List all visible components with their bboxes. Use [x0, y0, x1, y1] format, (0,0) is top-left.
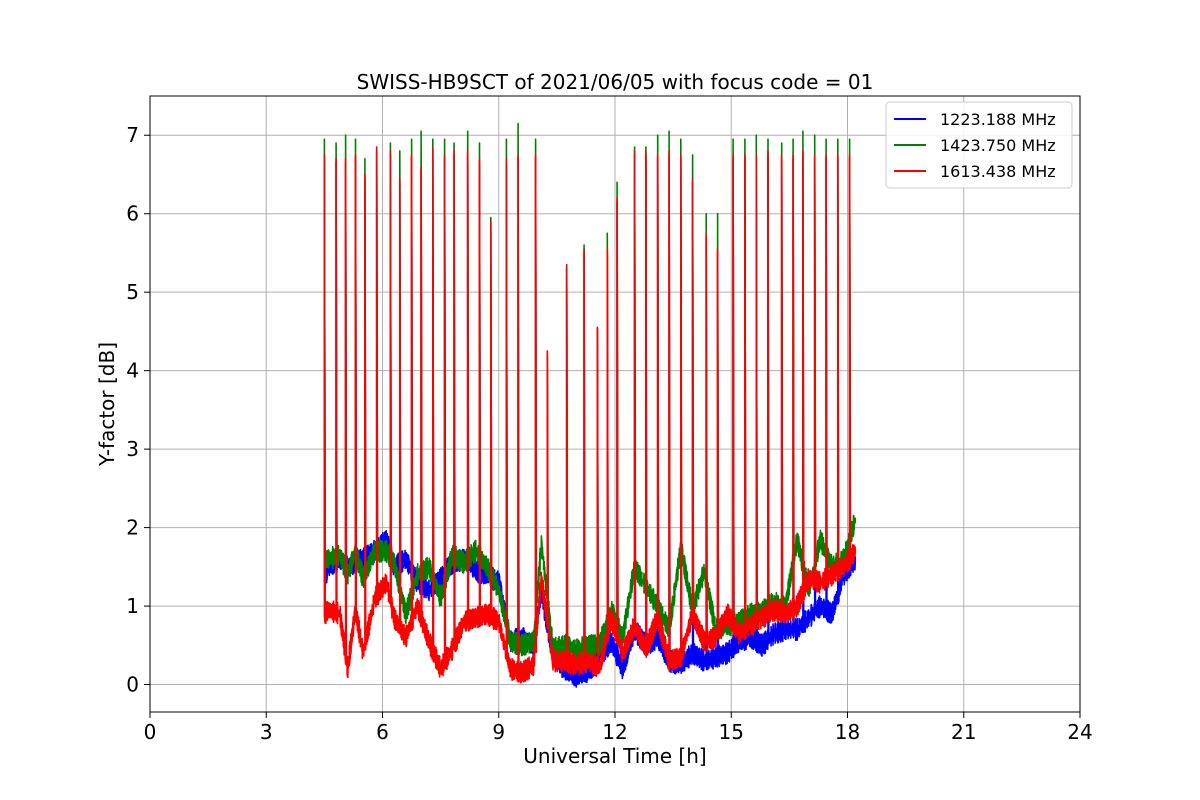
y-tick-label-6: 6	[126, 202, 139, 226]
x-tick-label-5: 15	[719, 720, 744, 744]
y-tick-label-5: 5	[126, 280, 139, 304]
y-tick-label-3: 3	[126, 437, 139, 461]
legend: 1223.188 MHz 1423.750 MHz 1613.438 MHz	[885, 101, 1073, 189]
series-line-1	[323, 122, 857, 661]
x-tick-label-1: 3	[260, 720, 273, 744]
y-axis-label: Y-factor [dB]	[95, 342, 119, 467]
x-tick-label-7: 21	[951, 720, 976, 744]
x-axis-label: Universal Time [h]	[523, 744, 706, 768]
x-tick-label-3: 9	[492, 720, 505, 744]
y-tick-label-0: 0	[126, 673, 139, 697]
y-tick-label-4: 4	[126, 359, 139, 383]
x-tick-label-2: 6	[376, 720, 389, 744]
x-tick-label-8: 24	[1067, 720, 1092, 744]
legend-label-1: 1423.750 MHz	[940, 136, 1056, 155]
x-tick-label-0: 0	[144, 720, 157, 744]
chart-title: SWISS-HB9SCT of 2021/06/05 with focus co…	[357, 70, 874, 94]
y-tick-label-2: 2	[126, 516, 139, 540]
y-tick-label-7: 7	[126, 123, 139, 147]
x-tick-label-6: 18	[835, 720, 860, 744]
x-tick-label-4: 12	[602, 720, 627, 744]
legend-label-2: 1613.438 MHz	[940, 162, 1056, 181]
legend-box	[885, 101, 1073, 189]
legend-label-0: 1223.188 MHz	[940, 110, 1056, 129]
y-tick-label-1: 1	[126, 594, 139, 618]
series-line-2	[323, 146, 857, 684]
series-group	[323, 122, 857, 688]
